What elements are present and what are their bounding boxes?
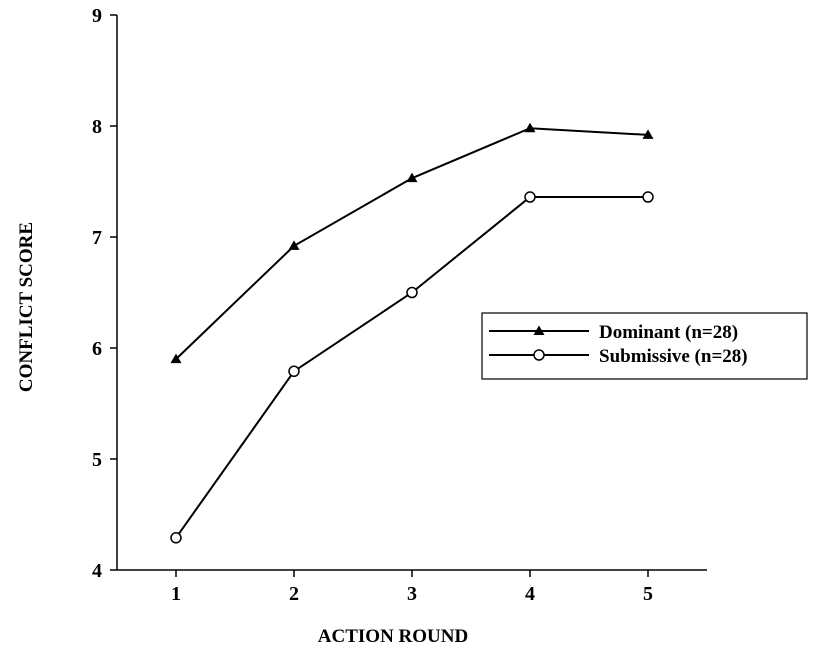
y-tick-label: 9	[92, 5, 102, 27]
y-tick-label: 4	[92, 560, 102, 582]
y-tick-label: 7	[92, 227, 102, 249]
legend-label-dominant: Dominant (n=28)	[599, 322, 738, 343]
data-point-dominant	[288, 240, 300, 250]
legend-box	[481, 312, 808, 380]
data-point-submissive	[642, 191, 654, 203]
y-tick-label: 6	[92, 338, 102, 360]
x-ticks: 1 2 3 4 5	[171, 570, 653, 605]
x-tick-label: 2	[289, 583, 299, 605]
x-tick-label: 1	[171, 583, 181, 605]
data-point-submissive	[406, 286, 418, 299]
legend-marker-circle-icon	[533, 349, 545, 361]
x-tick-label: 3	[407, 583, 417, 605]
x-axis-title: ACTION ROUND	[318, 626, 468, 647]
y-axis-title: CONFLICT SCORE	[16, 222, 37, 392]
data-point-submissive	[524, 191, 536, 203]
x-tick-label: 4	[525, 583, 535, 605]
data-point-dominant	[406, 172, 418, 183]
legend: Dominant (n=28) Submissive (n=28)	[481, 312, 808, 380]
data-point-dominant	[642, 129, 654, 139]
y-tick-label: 8	[92, 116, 102, 138]
legend-marker-triangle-icon	[533, 325, 545, 335]
data-point-dominant	[170, 353, 182, 364]
legend-label-submissive: Submissive (n=28)	[599, 346, 748, 367]
y-ticks: 4 5 6 7 8 9	[92, 5, 117, 582]
data-point-dominant	[524, 122, 536, 133]
series-layer	[170, 122, 654, 544]
x-tick-label: 5	[643, 583, 653, 605]
data-point-submissive	[288, 365, 300, 378]
data-point-submissive	[170, 532, 182, 544]
y-tick-label: 5	[92, 449, 102, 471]
